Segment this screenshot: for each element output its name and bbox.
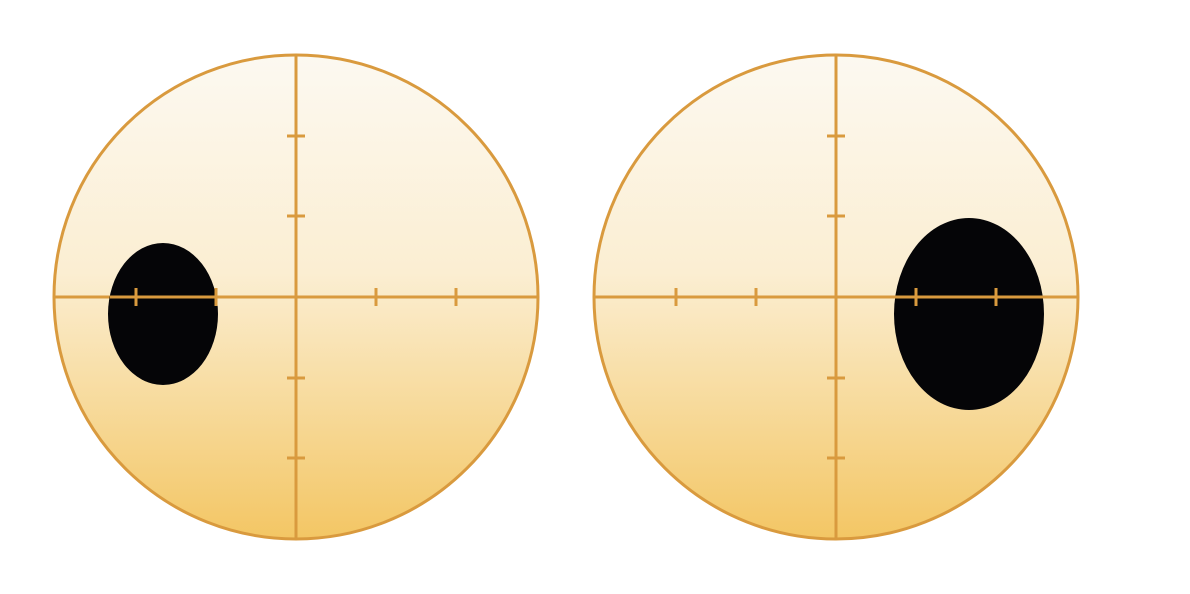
right-visual-field [592, 53, 1080, 541]
blind-spot [108, 243, 218, 385]
blind-spot [894, 218, 1044, 410]
left-visual-field [52, 53, 540, 541]
